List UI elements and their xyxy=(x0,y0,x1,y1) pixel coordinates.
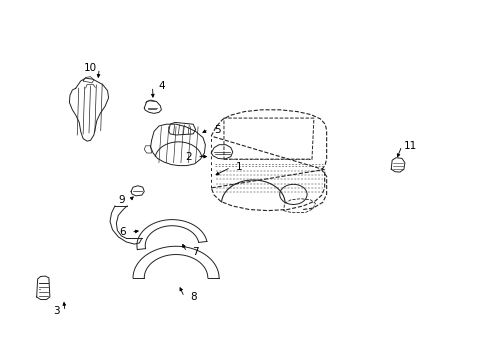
Text: 7: 7 xyxy=(192,247,199,257)
Text: 11: 11 xyxy=(403,141,417,151)
Text: 8: 8 xyxy=(189,292,196,302)
Text: 3: 3 xyxy=(53,306,60,316)
Text: 1: 1 xyxy=(236,162,243,172)
Text: 2: 2 xyxy=(184,152,191,162)
Text: 5: 5 xyxy=(214,125,221,135)
Text: 10: 10 xyxy=(84,63,97,73)
Text: 9: 9 xyxy=(118,195,124,205)
Text: 6: 6 xyxy=(119,227,125,237)
Text: 4: 4 xyxy=(158,81,164,91)
